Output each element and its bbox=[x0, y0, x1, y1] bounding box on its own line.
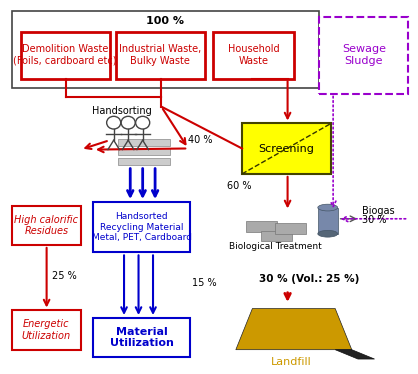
Ellipse shape bbox=[318, 230, 338, 237]
Polygon shape bbox=[236, 309, 352, 350]
Bar bbox=[246, 221, 277, 232]
Text: Handsorted
Recycling Material
Metal, PET, Cardboard: Handsorted Recycling Material Metal, PET… bbox=[92, 212, 191, 242]
Text: Biological Treatment: Biological Treatment bbox=[229, 242, 321, 251]
Text: Material
Utilization: Material Utilization bbox=[110, 327, 173, 348]
Text: 30 % (Vol.: 25 %): 30 % (Vol.: 25 %) bbox=[259, 275, 359, 284]
Text: 100 %: 100 % bbox=[146, 16, 184, 25]
Bar bbox=[118, 139, 170, 146]
Bar bbox=[213, 32, 294, 79]
Bar bbox=[118, 148, 170, 155]
Text: Demolition Waste
(Foils, cardboard etc): Demolition Waste (Foils, cardboard etc) bbox=[13, 45, 117, 66]
Text: Household
Waste: Household Waste bbox=[228, 45, 279, 66]
Bar bbox=[12, 11, 319, 88]
Text: Screening: Screening bbox=[259, 144, 314, 154]
Bar bbox=[242, 123, 331, 174]
Text: Industrial Waste,
Bulky Waste: Industrial Waste, Bulky Waste bbox=[119, 45, 201, 66]
Text: 25 %: 25 % bbox=[51, 271, 76, 280]
Bar bbox=[116, 32, 205, 79]
Text: Landfill: Landfill bbox=[271, 357, 312, 367]
Bar bbox=[275, 223, 306, 234]
Bar bbox=[261, 231, 292, 241]
Text: 60 %: 60 % bbox=[227, 181, 251, 191]
Bar bbox=[118, 158, 170, 165]
Text: 15 %: 15 % bbox=[192, 278, 217, 288]
Ellipse shape bbox=[318, 204, 338, 211]
Text: High calorific
Residues: High calorific Residues bbox=[14, 215, 79, 236]
Text: Biogas: Biogas bbox=[362, 206, 395, 216]
Bar bbox=[93, 318, 190, 357]
Text: 30 %: 30 % bbox=[362, 215, 387, 224]
Bar bbox=[12, 206, 81, 245]
Bar bbox=[20, 32, 110, 79]
Bar bbox=[318, 208, 338, 234]
Text: Handsorting: Handsorting bbox=[92, 106, 152, 116]
Bar bbox=[319, 17, 408, 94]
Text: 40 %: 40 % bbox=[188, 135, 213, 145]
Polygon shape bbox=[335, 350, 375, 359]
Text: Sewage
Sludge: Sewage Sludge bbox=[342, 45, 386, 66]
Bar bbox=[12, 310, 81, 350]
Bar bbox=[93, 202, 190, 252]
Text: Energetic
Utilization: Energetic Utilization bbox=[22, 319, 71, 341]
